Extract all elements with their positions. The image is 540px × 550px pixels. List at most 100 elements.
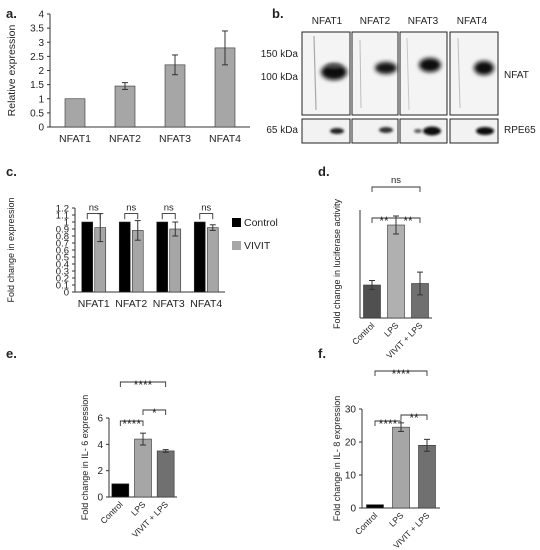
panel-label-a: a. <box>6 6 17 21</box>
blot-strip-nfat4 <box>449 31 499 116</box>
y-tick-label: 0 <box>350 504 356 515</box>
significance-bracket <box>142 409 167 415</box>
blot-loading-label: RPE65 <box>504 125 536 136</box>
panel-label-d: d. <box>318 164 330 179</box>
y-tick-label: 6 <box>97 414 103 425</box>
y-tick-label: 10 <box>345 471 357 482</box>
x-tick-label: NFAT3 <box>159 133 191 145</box>
chart-d: Fold change in luciferase activity Contro… <box>332 175 432 361</box>
y-tick-label: 2.5 <box>30 52 44 63</box>
x-tick-label: NFAT4 <box>209 133 241 145</box>
significance-bracket <box>199 213 214 220</box>
panel-label-e: e. <box>6 346 17 361</box>
bar <box>134 438 152 498</box>
significance-label: ns <box>201 203 211 214</box>
significance-label: **** <box>122 417 141 431</box>
y-tick-label: 20 <box>345 438 357 449</box>
significance-label: ns <box>89 203 99 214</box>
significance-bracket <box>119 381 167 387</box>
chart-c: 00.10.20.30.40.50.60.70.80.911.11.2 Fold … <box>6 197 278 310</box>
significance-bracket <box>395 217 421 223</box>
y-axis-label: Relative expression <box>6 25 18 117</box>
y-tick-label: 0 <box>38 123 44 134</box>
significance-label: **** <box>392 367 411 381</box>
x-tick-label: NFAT4 <box>190 298 222 310</box>
blot-loading-strip-2 <box>351 118 399 144</box>
blot-lane-label-3: NFAT3 <box>408 16 439 27</box>
x-tick-label: LPS <box>387 510 406 529</box>
x-tick-label: Control <box>353 510 380 537</box>
bar <box>387 224 405 319</box>
y-tick-label: 1 <box>38 94 44 105</box>
x-tick-label: NFAT2 <box>115 298 147 310</box>
y-tick-label: 1 <box>64 218 69 229</box>
blot-loading-strip-1 <box>301 118 351 144</box>
y-tick-label: 1.2 <box>56 204 69 215</box>
x-tick-label: Control <box>350 320 377 347</box>
y-tick-label: 0.6 <box>56 246 69 257</box>
x-tick-label: NFAT1 <box>78 298 110 310</box>
bar <box>366 504 384 509</box>
y-tick-label: 2 <box>38 66 44 77</box>
legend-swatch-control <box>232 218 241 227</box>
panel-label-c: c. <box>6 164 17 179</box>
blot-strip-nfat3 <box>399 31 448 116</box>
bar <box>418 444 436 509</box>
significance-bracket <box>400 414 428 420</box>
significance-label: ns <box>164 203 174 214</box>
y-tick-label: 0.3 <box>56 267 69 278</box>
significance-label: ns <box>391 175 401 186</box>
significance-label: **** <box>379 417 398 431</box>
y-tick-label: 0.4 <box>56 260 69 271</box>
significance-label: ns <box>126 203 136 214</box>
y-axis-label: Fold change in IL- 8 expression <box>332 396 342 522</box>
significance-bracket <box>161 213 176 220</box>
significance-bracket <box>374 370 428 376</box>
western-blot: NFAT1 NFAT2 NFAT3 NFAT4 150 kDa 100 kDa … <box>261 16 536 144</box>
y-tick-label: 0.5 <box>30 108 44 119</box>
blot-marker-65: 65 kDa <box>266 125 298 136</box>
legend-label-vivit: VIVIT <box>244 240 271 252</box>
y-tick-label: 0.8 <box>56 232 69 243</box>
bar <box>64 98 86 128</box>
blot-loading-strip-4 <box>449 118 499 144</box>
x-tick-label: LPS <box>382 320 401 339</box>
y-tick-label: 0.7 <box>56 239 69 250</box>
y-tick-label: 0.5 <box>56 253 69 264</box>
significance-label: * <box>152 406 157 420</box>
blot-marker-150: 150 kDa <box>261 49 299 60</box>
significance-bracket <box>374 420 402 426</box>
blot-strip-nfat1 <box>301 31 351 116</box>
y-tick-label: 0 <box>97 493 103 504</box>
x-tick-label: NFAT1 <box>59 133 91 145</box>
blot-protein-label: NFAT <box>504 70 529 81</box>
y-tick-label: 1.5 <box>30 80 44 91</box>
y-tick-label: 0.1 <box>56 281 69 292</box>
blot-lane-label-2: NFAT2 <box>360 16 391 27</box>
y-tick-label: 0.9 <box>56 225 69 236</box>
y-tick-label: 3.5 <box>30 24 44 35</box>
legend-label-control: Control <box>244 217 278 229</box>
y-tick-label: 1.1 <box>56 211 69 222</box>
bar <box>156 450 175 498</box>
x-tick-label: NFAT3 <box>153 298 185 310</box>
y-tick-label: 0 <box>64 288 69 299</box>
chart-a: 0 0.5 1 1.5 2 2.5 3 3.5 4 Relative expression NFAT… <box>6 10 250 145</box>
blot-marker-100: 100 kDa <box>261 72 299 83</box>
bar <box>392 426 410 509</box>
y-tick-label: 3 <box>38 38 44 49</box>
y-tick-label: 0.2 <box>56 274 69 285</box>
x-tick-label: LPS <box>129 499 148 518</box>
blot-lane-label-1: NFAT1 <box>312 16 343 27</box>
bar-control <box>118 221 131 293</box>
blot-strip-nfat2 <box>351 31 399 116</box>
blot-loading-strip-3 <box>399 118 448 144</box>
bar-vivit <box>206 227 219 293</box>
bar-control <box>156 221 169 293</box>
panel-label-b: b. <box>272 6 284 21</box>
significance-bracket <box>371 186 421 192</box>
significance-bracket <box>119 420 144 426</box>
y-tick-label: 4 <box>38 10 44 21</box>
